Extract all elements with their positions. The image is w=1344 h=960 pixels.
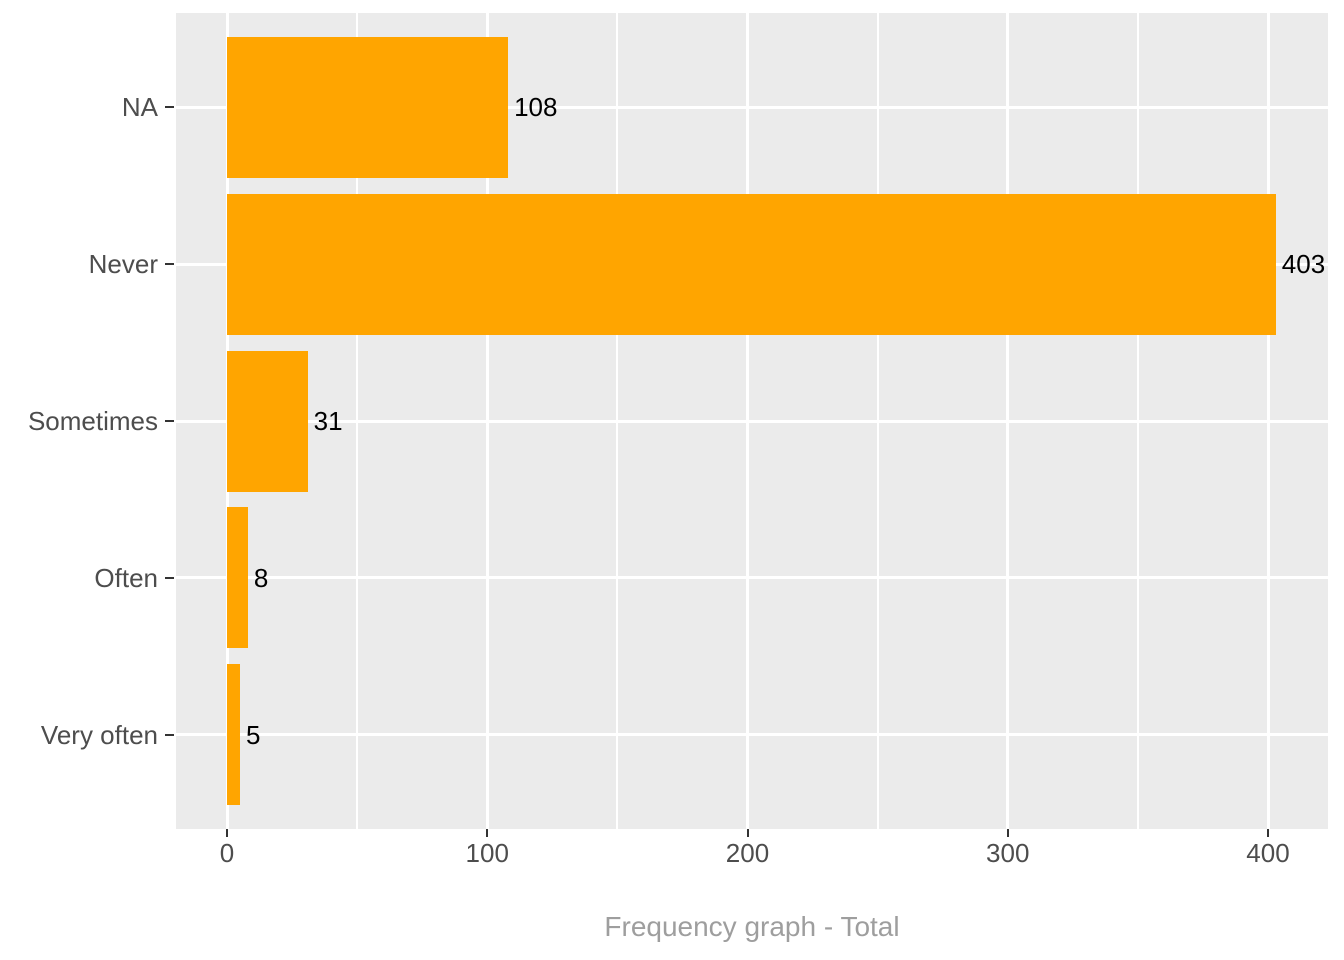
chart-title: Frequency graph - Total [604, 911, 900, 942]
bar-never [227, 193, 1276, 335]
bar-na [227, 36, 509, 178]
bar-sometimes [227, 350, 308, 492]
bar-very-often [227, 664, 240, 806]
bar-value-label: 8 [253, 562, 269, 593]
y-axis-label: Never [88, 249, 158, 280]
x-axis-tick-label: 200 [725, 838, 770, 868]
y-axis-tick [165, 420, 174, 422]
x-axis-tick [746, 829, 749, 837]
y-axis-label: Very often [40, 719, 158, 750]
x-axis-tick [486, 829, 489, 837]
chart-panel: 108 403 31 8 5 [176, 13, 1328, 829]
y-axis-label: Sometimes [27, 406, 158, 436]
x-axis-tick-label: 300 [986, 838, 1030, 868]
x-axis-tick [1006, 829, 1009, 837]
y-axis-tick [165, 733, 174, 736]
gridline-major-horizontal [176, 105, 1328, 109]
y-axis-label: NA [121, 92, 158, 123]
gridline-major-horizontal [176, 733, 1328, 737]
x-axis-tick-label: 100 [465, 838, 509, 868]
y-axis-tick [165, 263, 174, 266]
y-axis-tick [165, 576, 174, 579]
y-axis-label: Often [94, 562, 158, 593]
bar-often [227, 507, 248, 649]
x-axis-tick [226, 829, 228, 837]
gridline-major-horizontal [176, 576, 1328, 580]
bar-value-label: 108 [514, 92, 558, 123]
gridline-major-horizontal [176, 419, 1328, 423]
y-axis-tick [165, 106, 174, 109]
bar-value-label: 5 [246, 719, 261, 750]
bar-value-label: 403 [1281, 249, 1326, 280]
x-axis-tick-label: 400 [1246, 838, 1290, 868]
x-axis-tick [1267, 829, 1269, 837]
bar-value-label: 31 [313, 406, 343, 436]
x-axis-tick-label: 0 [219, 838, 235, 868]
